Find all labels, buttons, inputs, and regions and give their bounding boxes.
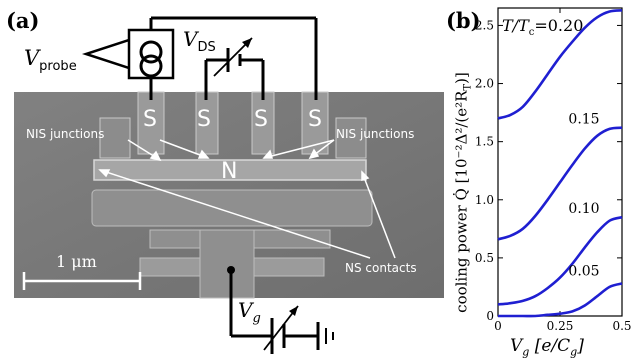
scale-bar-label: 1 μm bbox=[56, 252, 97, 271]
nis-junctions-left: NIS junctions bbox=[26, 127, 105, 141]
nis-arrows bbox=[127, 139, 335, 162]
temperature-label: T/Tc=0.20 bbox=[502, 16, 584, 39]
scale-bar bbox=[22, 272, 142, 290]
x-tick-label: 0.25 bbox=[547, 319, 574, 333]
v-g-label: Vg bbox=[238, 298, 261, 326]
gate-contact-dot bbox=[227, 266, 235, 274]
series-line-0.10 bbox=[497, 215, 623, 306]
nis-junctions-right: NIS junctions bbox=[336, 127, 415, 141]
s-label-1: S bbox=[143, 107, 157, 132]
series-line-0.15 bbox=[497, 126, 623, 241]
x-tick-label: 0 bbox=[494, 319, 502, 333]
s-label-2: S bbox=[197, 107, 211, 132]
series-label-0.15: 0.15 bbox=[568, 112, 599, 128]
panel-a-figure bbox=[14, 16, 444, 354]
y-tick-label: 0 bbox=[486, 309, 494, 323]
n-label: N bbox=[221, 159, 238, 184]
y-tick-label: 1.0 bbox=[475, 193, 494, 207]
series-line-0.20 bbox=[497, 9, 623, 120]
cooling-power-chart: 0 0.5 1.0 1.5 2.0 2.5 0 0.25 0.5 0.15 0.10 0.05 bbox=[475, 7, 632, 333]
s-label-3: S bbox=[254, 107, 268, 132]
circuit-wires bbox=[81, 16, 334, 354]
plot-frame bbox=[497, 7, 623, 317]
series-label-0.10: 0.10 bbox=[568, 201, 599, 217]
vds-arrowhead bbox=[242, 38, 252, 48]
series-line-0.05 bbox=[497, 282, 623, 318]
y-tick-label: 2.5 bbox=[475, 18, 494, 32]
series-label-0.05: 0.05 bbox=[568, 263, 599, 279]
y-tick-label: 2.0 bbox=[475, 77, 494, 91]
v-ds-label: VDS bbox=[183, 27, 216, 55]
ns-contacts-label: NS contacts bbox=[345, 261, 417, 275]
v-probe-label: Vprobe bbox=[24, 46, 77, 75]
y-tick-label: 1.5 bbox=[475, 135, 494, 149]
panel-a-label: (a) bbox=[6, 8, 40, 33]
s-label-4: S bbox=[308, 107, 322, 132]
lower-electrodes bbox=[91, 189, 373, 299]
top-electrodes bbox=[99, 91, 367, 159]
n-island bbox=[93, 159, 367, 181]
panel-b-label: (b) bbox=[446, 8, 481, 33]
y-tick-label: 0.5 bbox=[475, 251, 494, 265]
vg-arrowhead bbox=[289, 306, 298, 316]
ns-arrows bbox=[98, 169, 396, 259]
x-axis-label: Vg [e/Cg] bbox=[510, 336, 584, 359]
x-tick-label: 0.5 bbox=[612, 319, 631, 333]
